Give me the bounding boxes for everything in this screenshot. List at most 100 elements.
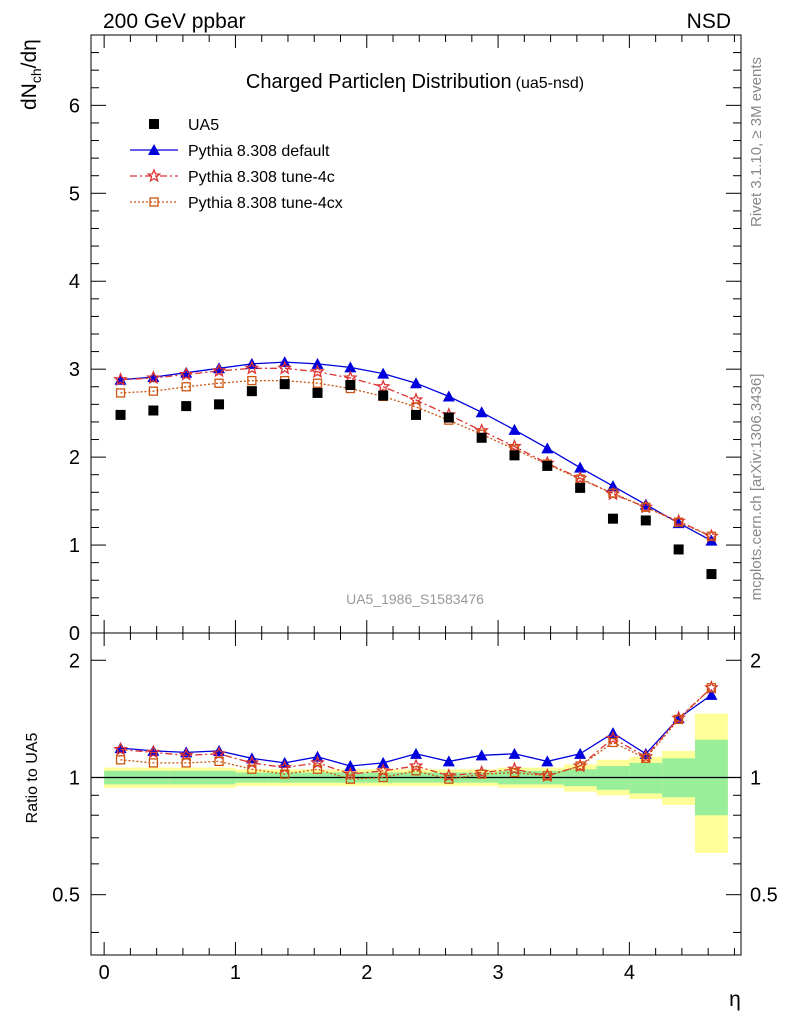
ratio-point-tune4cx (247, 764, 257, 774)
y-label-sub: ch (28, 68, 44, 83)
x-tick-label: 0 (99, 962, 110, 984)
data-point-default (442, 390, 455, 402)
ratio-point-default (475, 749, 488, 761)
ratio-panel: 0.5 0.5 1 1 2 2 0 1 2 3 4 Ratio to UA5 η (24, 632, 778, 1011)
data-point-tune4cx (608, 488, 618, 498)
ratio-point-tune4cx (378, 772, 388, 783)
watermark: UA5_1986_S1583476 (346, 591, 484, 607)
data-point-tune4cx (181, 382, 191, 392)
series-tune4cx (120, 379, 712, 537)
data-point-data (640, 515, 651, 526)
ratio-point-tune4cx (542, 771, 552, 781)
data-point-data (279, 379, 290, 390)
ratio-point-default (410, 747, 422, 759)
main-panel: 0 1 2 3 4 5 6 Charged Particleη Distribution (u… (18, 34, 742, 645)
ratio-point-default (508, 747, 521, 759)
data-point-default (606, 480, 619, 492)
ratio-point-tune4c (605, 730, 621, 745)
x-axis-label: η (729, 988, 741, 1011)
ratio-point-default (574, 747, 587, 759)
ratio-y-tick-label-right: 1 (750, 767, 761, 789)
data-point-tune4c (178, 366, 194, 381)
ratio-point-tune4c (113, 741, 128, 756)
data-point-default (541, 442, 554, 454)
series-tune4c (120, 367, 712, 537)
series-line-default (120, 361, 712, 542)
data-point-tune4cx (115, 388, 126, 398)
ratio-point-tune4c (178, 747, 194, 762)
plot-title-eta: η (395, 71, 406, 93)
plot-title: Charged Particleη Distribution (ua5-nsd) (246, 71, 584, 93)
plot-title-suffix: (ua5-nsd) (516, 75, 584, 92)
ratio-point-tune4c (145, 744, 161, 759)
ratio-y-tick-label-left: 0.5 (52, 885, 80, 907)
side-label-bottom: mcplots.cern.ch [arXiv:1306.3436] (748, 374, 765, 601)
x-tick-label: 4 (624, 962, 635, 984)
ratio-point-tune4cx (444, 774, 454, 784)
series-line-tune4cx (120, 379, 712, 537)
data-point-tune4c (211, 363, 227, 378)
data-point-data (181, 401, 192, 412)
legend-label-tune4c: Pythia 8.308 tune-4c (188, 169, 335, 186)
ratio-point-tune4cx (312, 764, 323, 774)
ratio-point-default (705, 688, 718, 700)
data-point-data (246, 386, 257, 397)
data-point-default (377, 367, 390, 379)
markers-data (115, 379, 717, 580)
data-point-default (410, 377, 422, 389)
data-point-data (148, 405, 159, 416)
legend-label-default: Pythia 8.308 default (188, 143, 330, 160)
data-point-data (607, 513, 618, 524)
ratio-point-tune4cx (411, 766, 421, 776)
data-point-data (575, 482, 586, 493)
data-point-data (542, 460, 553, 471)
data-point-data (411, 409, 421, 420)
data-point-tune4cx (673, 517, 684, 527)
y-tick-label: 2 (69, 447, 80, 469)
markers-tune4cx (115, 375, 717, 541)
data-point-data (378, 390, 389, 401)
legend-marker-tune4cx (149, 197, 159, 207)
ratio-y-tick-label-right: 2 (750, 650, 761, 672)
data-point-tune4c (113, 371, 128, 387)
y-label-main: dN (18, 83, 41, 110)
data-point-tune4cx (641, 502, 651, 512)
data-point-data (706, 569, 717, 580)
data-point-data (345, 380, 356, 391)
data-point-tune4c (244, 360, 260, 375)
series-default (120, 361, 712, 542)
process-label: NSD (687, 10, 731, 33)
series-line-tune4c (120, 367, 712, 537)
ratio-y-tick-label-left: 1 (69, 767, 80, 789)
uncertainty-band-inner (629, 762, 663, 794)
energy-label: 200 GeV ppbar (103, 10, 245, 33)
plot-title-tail: Distribution (406, 71, 512, 93)
ratio-point-default (213, 744, 226, 756)
x-tick-label: 1 (230, 962, 241, 984)
ratio-point-tune4cx (477, 769, 487, 779)
legend-marker-tune4c (146, 168, 162, 183)
ratio-point-tune4cx (115, 755, 126, 765)
legend-marker-data (149, 119, 159, 129)
ratio-frame (90, 632, 742, 956)
ratio-point-tune4c (408, 758, 424, 773)
ratio-series-tune4cx (115, 683, 717, 784)
y-tick-label: 6 (69, 95, 80, 117)
ratio-point-tune4c (441, 768, 457, 783)
data-point-tune4cx (148, 386, 159, 396)
ratio-point-tune4cx (673, 714, 684, 725)
ratio-point-tune4cx (280, 769, 290, 779)
data-point-data (214, 399, 225, 410)
ratio-point-default (639, 747, 652, 759)
plot-title-main: Charged Particle (246, 71, 395, 93)
data-point-default (508, 423, 521, 435)
ratio-point-default (377, 756, 390, 768)
data-point-default (574, 461, 587, 473)
ratio-point-tune4cx (608, 737, 618, 748)
side-label-top: Rivet 3.1.10, ≥ 3M events (748, 57, 765, 227)
ratio-y-tick-label-left: 2 (69, 650, 80, 672)
data-point-data (443, 412, 454, 423)
x-tick-label: 2 (361, 962, 372, 984)
ratio-point-tune4c (211, 746, 227, 761)
